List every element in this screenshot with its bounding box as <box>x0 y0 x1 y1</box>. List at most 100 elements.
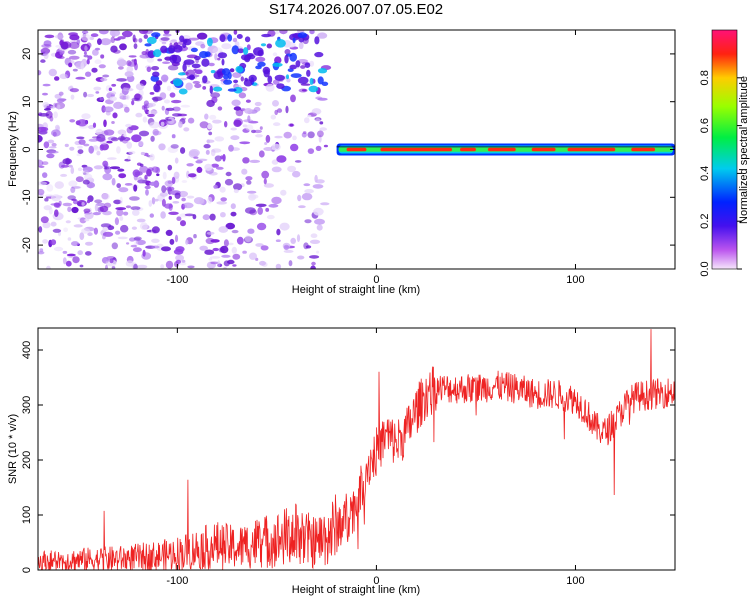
noise-speckle <box>241 168 248 175</box>
echo-blob <box>292 37 296 43</box>
noise-speckle <box>109 96 117 101</box>
noise-speckle <box>133 58 137 66</box>
noise-speckle <box>161 41 167 45</box>
noise-speckle <box>38 159 44 167</box>
noise-speckle <box>152 128 159 136</box>
noise-speckle <box>228 144 234 152</box>
noise-speckle <box>184 213 195 217</box>
noise-speckle <box>300 83 311 86</box>
noise-speckle <box>193 197 205 205</box>
snr-ytick-label: 0 <box>21 567 33 573</box>
noise-speckle <box>62 41 72 49</box>
echo-blob <box>235 65 244 73</box>
noise-speckle <box>97 38 102 45</box>
noise-speckle <box>263 147 274 151</box>
noise-speckle <box>38 181 48 186</box>
noise-speckle <box>110 45 118 53</box>
noise-speckle <box>84 218 90 222</box>
echo-blob <box>231 45 239 55</box>
noise-speckle <box>221 254 231 258</box>
noise-speckle <box>175 254 185 262</box>
noise-speckle <box>113 101 124 109</box>
echo-blob <box>182 42 187 49</box>
echo-blob <box>257 61 266 67</box>
noise-speckle <box>131 97 140 101</box>
noise-speckle <box>314 218 325 225</box>
noise-speckle <box>151 166 159 173</box>
noise-speckle <box>287 165 297 173</box>
noise-speckle <box>109 30 121 37</box>
noise-speckle <box>279 30 288 35</box>
noise-speckle <box>133 263 138 269</box>
echo-blob <box>182 39 188 44</box>
noise-speckle <box>44 34 55 39</box>
noise-speckle <box>163 99 171 104</box>
echo-blob <box>194 55 201 61</box>
noise-speckle <box>139 54 150 59</box>
echo-blob <box>289 33 300 41</box>
noise-speckle <box>296 234 301 243</box>
noise-speckle <box>151 96 163 102</box>
noise-speckle <box>139 165 149 173</box>
noise-speckle <box>202 214 210 221</box>
noise-speckle <box>181 180 188 183</box>
echo-blob <box>297 32 308 39</box>
noise-speckle <box>217 106 223 111</box>
noise-speckle <box>230 135 240 141</box>
echo-blob <box>146 36 157 45</box>
noise-speckle <box>96 150 101 156</box>
noise-speckle <box>149 92 155 95</box>
noise-speckle <box>116 146 121 154</box>
noise-speckle <box>83 172 87 175</box>
noise-speckle <box>65 220 71 224</box>
noise-speckle <box>225 171 232 177</box>
noise-speckle <box>149 121 160 129</box>
noise-speckle <box>260 245 269 251</box>
noise-speckle <box>124 71 134 77</box>
noise-speckle <box>88 145 94 154</box>
noise-speckle <box>128 55 137 58</box>
noise-speckle <box>204 113 209 120</box>
noise-speckle <box>129 237 136 242</box>
noise-speckle <box>111 177 116 186</box>
noise-speckle <box>255 56 266 63</box>
noise-speckle <box>280 189 287 196</box>
noise-speckle <box>207 123 213 130</box>
noise-speckle <box>139 222 148 231</box>
noise-speckle <box>51 129 61 137</box>
noise-speckle <box>63 227 68 233</box>
noise-speckle <box>145 189 149 196</box>
noise-speckle <box>213 184 218 189</box>
noise-speckle <box>169 92 176 98</box>
noise-speckle <box>75 76 86 80</box>
noise-speckle <box>247 190 257 194</box>
noise-speckle <box>68 180 78 187</box>
echo-blob <box>183 59 195 65</box>
noise-speckle <box>70 166 75 174</box>
noise-speckle <box>196 32 208 40</box>
noise-speckle <box>154 198 159 202</box>
echo-blob <box>308 85 319 93</box>
noise-speckle <box>70 94 75 100</box>
noise-speckle <box>77 250 83 256</box>
noise-speckle <box>93 227 98 235</box>
noise-speckle <box>103 129 115 136</box>
noise-speckle <box>41 44 52 48</box>
noise-speckle <box>53 202 60 208</box>
noise-speckle <box>69 119 76 123</box>
noise-speckle <box>284 49 291 55</box>
noise-speckle <box>71 241 79 247</box>
noise-speckle <box>107 157 117 160</box>
spectrogram-ytick-label: 10 <box>21 96 33 108</box>
noise-speckle <box>95 91 100 94</box>
spectrogram-xlabel: Height of straight line (km) <box>292 284 420 296</box>
noise-speckle <box>202 86 207 90</box>
noise-speckle <box>101 193 110 200</box>
noise-speckle <box>84 211 94 220</box>
noise-speckle <box>270 114 276 120</box>
noise-speckle <box>128 150 136 155</box>
noise-speckle <box>279 222 290 231</box>
noise-speckle <box>272 79 280 85</box>
echo-blob <box>213 86 223 92</box>
noise-speckle <box>86 42 92 48</box>
